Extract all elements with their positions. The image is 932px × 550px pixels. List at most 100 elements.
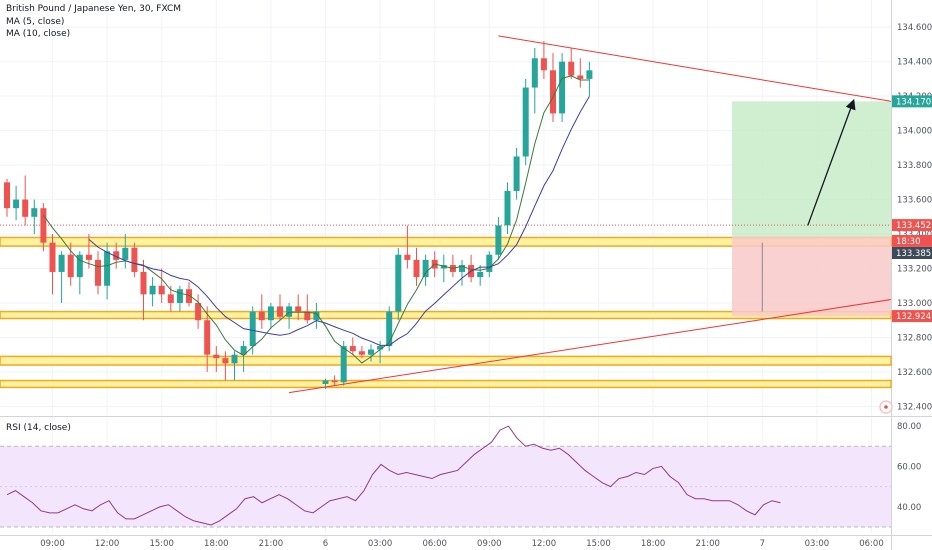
time-tick-label: 18:00 — [641, 539, 666, 549]
candle-body — [550, 70, 556, 114]
candle-body — [195, 302, 202, 321]
rsi-line — [6, 425, 781, 526]
candle-body — [31, 208, 38, 217]
candle-body — [304, 311, 311, 321]
candle-body — [277, 306, 283, 317]
candle-body — [13, 199, 20, 209]
candle-body — [322, 380, 329, 384]
candle-body — [85, 254, 92, 260]
time-tick-label: 06:00 — [859, 539, 884, 549]
candle-body — [258, 311, 265, 321]
time-tick-label: 03:00 — [805, 539, 830, 549]
time-tick-label: 12:00 — [532, 539, 557, 549]
candle-body — [167, 294, 174, 303]
candle-body — [586, 70, 593, 79]
ma5-legend: MA (5, close) — [6, 17, 65, 27]
time-tick-label: 03:00 — [368, 539, 393, 549]
price-tick-label: 133.000 — [897, 299, 932, 309]
candle-body — [158, 285, 165, 295]
candle-body — [422, 259, 429, 278]
rsi-tick-label: 40.00 — [897, 503, 921, 513]
rsi-tick-label: 60.00 — [897, 462, 921, 472]
candle-body — [386, 311, 393, 347]
candle-body — [286, 306, 293, 317]
price-tag-label: 134.170 — [896, 97, 931, 107]
candle-body — [249, 311, 256, 347]
price-tag-label: 18:30 — [896, 237, 921, 247]
price-tags: 134.170 133.452 18:30 133.385 132.924 — [892, 95, 932, 323]
candle-body — [477, 271, 484, 278]
price-tag-bg — [892, 247, 932, 259]
candle-body — [295, 306, 302, 312]
stop-zone — [732, 236, 891, 317]
candle-body — [313, 311, 320, 321]
candle-body — [40, 208, 47, 243]
time-tick-label: 18:00 — [204, 539, 229, 549]
rsi-legend: RSI (14, close) — [6, 423, 71, 433]
candle-body — [149, 285, 156, 295]
price-tick-label: 133.600 — [897, 196, 932, 206]
risk-reward-box — [0, 101, 891, 317]
time-tick-label: 15:00 — [586, 539, 611, 549]
price-tick-label: 134.400 — [897, 58, 932, 68]
candle-body — [495, 225, 502, 255]
candle-body — [213, 354, 220, 359]
candle-body — [486, 254, 493, 272]
candle-body — [540, 58, 547, 71]
candle-body — [113, 251, 120, 260]
candle-body — [513, 156, 520, 191]
time-tick-label: 6 — [323, 539, 328, 549]
candle-body — [559, 61, 566, 114]
candle-body — [49, 242, 56, 272]
candle-body — [131, 247, 138, 272]
candle-body — [577, 75, 584, 79]
candle-body — [568, 61, 575, 76]
candle-body — [222, 358, 229, 364]
moving-averages — [42, 75, 590, 364]
sr-zone — [0, 355, 892, 366]
price-tick-label: 134.600 — [897, 23, 932, 33]
candle-body — [58, 254, 65, 272]
price-tick-label: 132.800 — [897, 333, 932, 343]
candle-body — [358, 351, 365, 355]
candle-body — [240, 346, 247, 355]
time-axis: 09:00 12:00 15:00 18:00 21:00 6 03:00 06:00 09:0… — [40, 539, 884, 549]
candle-body — [531, 58, 538, 88]
rsi-pane — [0, 425, 891, 528]
candle-body — [204, 320, 211, 355]
time-tick-label: 06:00 — [422, 539, 447, 549]
candle-body — [176, 289, 183, 303]
candle-body — [331, 380, 338, 383]
candle-body — [140, 271, 147, 295]
price-tag-bg — [892, 310, 932, 323]
time-tick-label: 12:00 — [95, 539, 120, 549]
candle-body — [459, 265, 465, 272]
candle-body — [67, 254, 74, 278]
rsi-tick-label: 80.00 — [897, 422, 921, 432]
candle-body — [368, 349, 374, 355]
candle-body — [122, 247, 129, 260]
chart-extras — [761, 98, 893, 414]
chart-title: British Pound / Japanese Yen, 30, FXCM — [6, 4, 182, 14]
replay-dot — [884, 405, 888, 409]
price-tick-label: 132.400 — [897, 402, 932, 412]
price-tag-bg — [892, 95, 932, 108]
time-tick-label: 09:00 — [477, 539, 502, 549]
time-tick-label: 15:00 — [149, 539, 174, 549]
price-tag-label: 132.924 — [896, 312, 931, 322]
time-tick-label: 7 — [760, 539, 765, 549]
target-projection-arrow — [807, 98, 856, 226]
ma10-legend: MA (10, close) — [6, 29, 71, 39]
candle-body — [522, 87, 529, 157]
price-tick-label: 132.600 — [897, 368, 932, 378]
candle-body — [440, 265, 447, 269]
candle-body — [22, 199, 29, 217]
candle-body — [4, 182, 10, 209]
candle-body — [231, 354, 238, 364]
candle-body — [340, 346, 347, 383]
trendlines — [289, 35, 892, 394]
candle-body — [186, 289, 192, 303]
time-tick-label: 09:00 — [40, 539, 65, 549]
